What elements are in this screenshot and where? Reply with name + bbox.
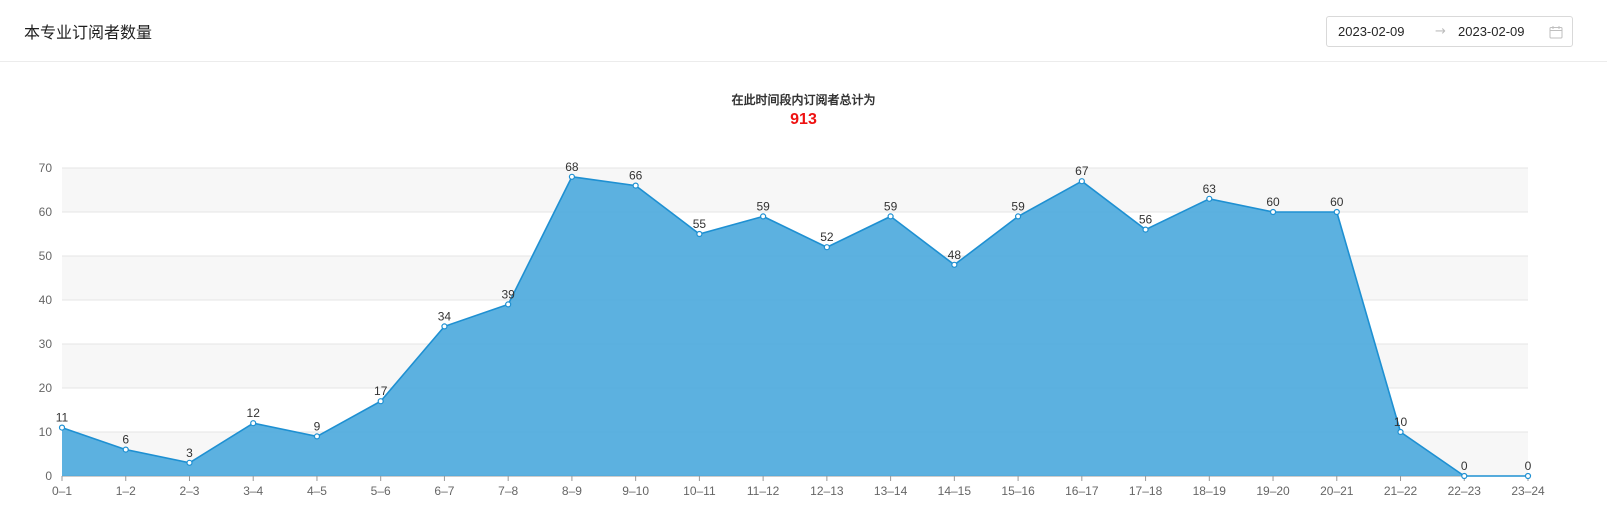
data-label: 59 <box>756 199 770 213</box>
data-point <box>1333 208 1340 216</box>
x-tick-label: 5–6 <box>371 484 391 498</box>
data-label: 67 <box>1075 164 1089 178</box>
page-title: 本专业订阅者数量 <box>24 23 153 42</box>
x-tick-label: 17–18 <box>1129 484 1163 498</box>
data-label: 56 <box>1139 213 1153 227</box>
data-label: 55 <box>693 217 707 231</box>
data-label: 63 <box>1203 182 1217 196</box>
x-tick-label: 13–14 <box>874 484 908 498</box>
data-point <box>696 230 703 238</box>
data-point <box>505 301 512 308</box>
y-tick-label: 30 <box>39 337 53 351</box>
data-label: 12 <box>247 406 261 420</box>
header: 本专业订阅者数量 2023-02-09 → 2023-02-09 <box>0 0 1607 62</box>
data-label: 52 <box>820 230 834 244</box>
data-point <box>760 213 767 220</box>
data-point <box>1524 472 1532 480</box>
data-point <box>1269 208 1277 216</box>
data-label: 3 <box>186 446 193 460</box>
x-tick-label: 14–15 <box>938 484 972 498</box>
x-tick-label: 0–1 <box>52 484 72 498</box>
data-label: 60 <box>1330 195 1344 209</box>
x-tick-label: 15–16 <box>1001 484 1035 498</box>
data-label: 68 <box>565 160 579 174</box>
start-date-input[interactable]: 2023-02-09 <box>1338 24 1405 39</box>
data-point <box>1142 226 1149 233</box>
series-line <box>61 175 1528 477</box>
grid-band <box>62 168 1528 212</box>
x-tick-label: 6–7 <box>434 484 454 498</box>
data-label: 39 <box>501 287 515 301</box>
x-tick-label: 4–5 <box>307 484 327 498</box>
data-point <box>1078 178 1085 185</box>
data-point <box>377 398 384 405</box>
data-label: 6 <box>122 433 129 447</box>
x-tick-label: 8–9 <box>562 484 582 498</box>
data-point <box>1397 428 1404 436</box>
data-point <box>823 244 830 251</box>
x-tick-label: 9–10 <box>622 484 649 498</box>
data-point <box>887 213 894 220</box>
x-tick-label: 2–3 <box>179 484 199 498</box>
x-tick-label: 23–24 <box>1511 484 1545 498</box>
data-point <box>1461 472 1468 480</box>
y-tick-label: 50 <box>39 249 53 263</box>
x-tick-label: 1–2 <box>116 484 136 498</box>
y-tick-label: 70 <box>39 161 53 175</box>
y-tick-label: 10 <box>39 425 53 439</box>
data-point <box>1014 213 1022 220</box>
data-label: 11 <box>56 411 69 425</box>
y-tick-label: 40 <box>39 293 53 307</box>
data-label: 66 <box>629 169 643 183</box>
data-label: 17 <box>374 384 388 398</box>
data-point <box>58 424 66 431</box>
data-label: 34 <box>438 309 452 323</box>
x-tick-label: 12–13 <box>810 484 844 498</box>
y-tick-label: 20 <box>39 381 53 395</box>
x-tick-label: 3–4 <box>243 484 263 498</box>
calendar-icon[interactable] <box>1549 25 1563 39</box>
data-point <box>1206 195 1213 202</box>
x-tick-label: 21–22 <box>1384 484 1418 498</box>
data-label: 48 <box>948 248 962 262</box>
total-value: 913 <box>790 111 817 128</box>
data-point <box>951 261 958 268</box>
data-label: 59 <box>884 199 898 213</box>
data-label: 10 <box>1394 415 1408 429</box>
x-tick-label: 19–20 <box>1256 484 1290 498</box>
data-label: 9 <box>314 419 321 433</box>
x-tick-label: 7–8 <box>498 484 518 498</box>
series-area <box>62 176 1528 477</box>
data-point <box>186 459 193 466</box>
data-label: 59 <box>1011 199 1025 213</box>
data-point <box>568 173 576 180</box>
data-point <box>313 433 321 440</box>
data-point <box>250 420 257 427</box>
x-tick-label: 16–17 <box>1065 484 1099 498</box>
x-tick-label: 20–21 <box>1320 484 1354 498</box>
data-point <box>122 446 129 453</box>
end-date-input[interactable]: 2023-02-09 <box>1458 24 1525 39</box>
date-range-picker[interactable]: 2023-02-09 → 2023-02-09 <box>1326 16 1573 47</box>
y-tick-label: 0 <box>45 469 52 483</box>
data-point <box>632 182 639 189</box>
x-tick-label: 22–23 <box>1448 484 1482 498</box>
range-separator-arrow: → <box>1435 24 1446 39</box>
data-label: 0 <box>1525 459 1532 473</box>
data-label: 60 <box>1266 195 1280 209</box>
x-tick-label: 10–11 <box>683 484 716 498</box>
data-label: 0 <box>1461 459 1468 473</box>
total-caption: 在此时间段内订阅者总计为 <box>731 93 876 107</box>
y-tick-label: 60 <box>39 205 53 219</box>
x-tick-label: 18–19 <box>1193 484 1227 498</box>
x-tick-label: 11–12 <box>747 484 780 498</box>
data-point <box>441 323 448 330</box>
